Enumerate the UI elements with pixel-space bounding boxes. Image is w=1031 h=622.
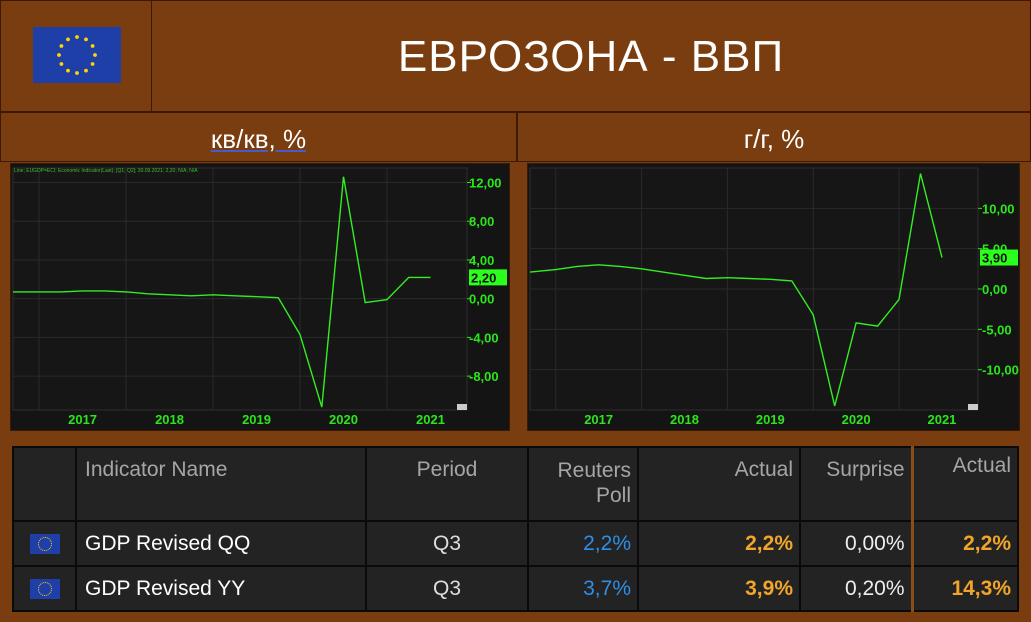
y-tick-label: 12,00 — [469, 176, 502, 191]
eu-flag-icon — [29, 533, 60, 554]
chart-qq: 2017 2018 2019 2020 2021 12,00 8,00 4,00 0,00 -4,… — [10, 163, 510, 431]
x-tick-label: 2019 — [756, 412, 785, 427]
chart-qq-svg: 2017 2018 2019 2020 2021 12,00 8,00 4,00 0,00 -4,… — [12, 167, 507, 427]
y-tick-label: 4,00 — [469, 253, 494, 268]
header-actual-2: Actual — [910, 446, 1019, 522]
flag-star — [84, 37, 88, 42]
header: ЕВРОЗОНА - ВВП — [0, 0, 1031, 112]
series-line — [13, 176, 431, 408]
row-actual: 3,9% — [637, 565, 801, 612]
flag-cell — [1, 1, 152, 111]
row-period: Q3 — [365, 565, 529, 612]
flag-star — [59, 62, 64, 66]
y-tick-label: 0,00 — [469, 292, 494, 307]
eu-flag-icon — [29, 578, 60, 599]
x-tick-label: 2020 — [329, 412, 358, 427]
flag-star — [57, 53, 61, 57]
x-tick-label: 2018 — [670, 412, 699, 427]
chart-yy: 2017 2018 2019 2020 2021 10,00 5,00 0,00 -5,00 -1… — [527, 163, 1020, 431]
row-actual: 2,2% — [637, 520, 801, 567]
x-tick-label: 2019 — [242, 412, 271, 427]
header-indicator-name: Indicator Name — [75, 446, 367, 522]
flag-star — [90, 44, 95, 48]
page-title: ЕВРОЗОНА - ВВП — [397, 32, 785, 81]
x-tick-label: 2020 — [842, 412, 871, 427]
indicator-table: Indicator Name Period Reuters Poll Actua… — [12, 446, 1019, 612]
flag-star — [66, 37, 70, 42]
row-poll: 3,7% — [527, 565, 639, 612]
last-value-label: 2,20 — [471, 270, 496, 285]
header-surprise: Surprise — [799, 446, 913, 522]
flag-star — [75, 35, 79, 39]
row-surprise: 0,20% — [799, 565, 913, 612]
flag-star — [90, 62, 95, 66]
y-tick-label: 0,00 — [982, 282, 1007, 297]
y-tick-label: -5,00 — [982, 322, 1012, 337]
row-actual-2: 2,2% — [910, 520, 1019, 567]
flag-star — [75, 71, 79, 75]
header-flag — [12, 446, 77, 522]
plot-area — [12, 167, 468, 411]
scale-box-icon — [457, 404, 467, 410]
header-actual: Actual — [637, 446, 801, 522]
x-tick-label: 2017 — [68, 412, 97, 427]
series-line — [529, 173, 943, 407]
flag-star — [84, 68, 88, 73]
y-tick-label: 8,00 — [469, 214, 494, 229]
row-actual-2: 14,3% — [910, 565, 1019, 612]
y-tick-label: 10,00 — [982, 201, 1015, 216]
subheader-qq-unit: % — [275, 124, 307, 154]
subheader-qq: кв/кв, % — [0, 112, 517, 162]
row-name: GDP Revised YY — [75, 565, 367, 612]
y-tick-label: -8,00 — [469, 369, 499, 384]
flag-star — [59, 44, 64, 48]
table-header-row: Indicator Name Period Reuters Poll Actua… — [12, 446, 1019, 522]
x-tick-label: 2021 — [927, 412, 956, 427]
scale-box-icon — [968, 404, 978, 410]
last-value-label: 3,90 — [982, 251, 1007, 266]
flag-star — [66, 68, 70, 73]
chart-info-text: Line; EUGDP=ECI; Economic Indicator(Last… — [14, 168, 198, 174]
chart-yy-svg: 2017 2018 2019 2020 202110,005,000,00-5,00-1… — [529, 167, 1019, 427]
row-period: Q3 — [365, 520, 529, 567]
last-value-badge — [980, 249, 1018, 266]
x-tick-label: 2017 — [584, 412, 613, 427]
table-row: GDP Revised QQ Q3 2,2% 2,2% 0,00% 2,2% — [12, 520, 1019, 567]
eu-flag-icon — [33, 27, 121, 83]
x-tick-label: 2021 — [416, 412, 445, 427]
row-surprise: 0,00% — [799, 520, 913, 567]
header-reuters-poll: Reuters Poll — [527, 446, 639, 522]
y-tick-label: -10,00 — [982, 363, 1019, 378]
y-tick-label: -4,00 — [469, 330, 499, 345]
x-tick-label: 2018 — [155, 412, 184, 427]
last-value-badge — [469, 269, 507, 286]
row-name: GDP Revised QQ — [75, 520, 367, 567]
subheader-yy: г/г, % — [517, 112, 1031, 162]
header-period: Period — [365, 446, 529, 522]
flag-star — [93, 53, 97, 57]
subheader-qq-label: кв/кв, — [210, 124, 276, 154]
row-poll: 2,2% — [527, 520, 639, 567]
table-row: GDP Revised YY Q3 3,7% 3,9% 0,20% 14,3% — [12, 565, 1019, 612]
